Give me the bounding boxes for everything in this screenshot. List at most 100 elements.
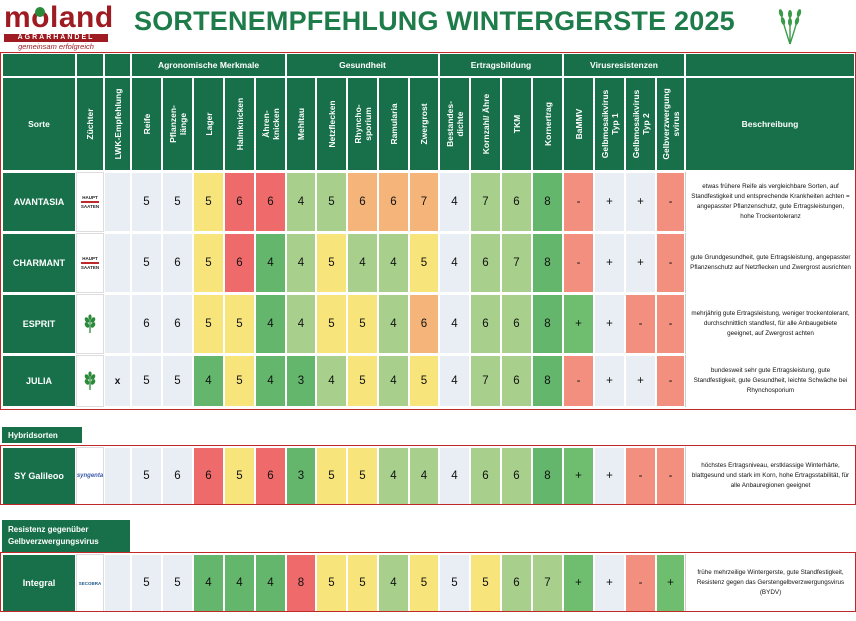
rating-reife: 5 xyxy=(131,554,162,612)
column-header-ramularia: Ramularia xyxy=(378,77,409,171)
rating-halmknicken: 6 xyxy=(224,233,255,293)
rating-gmv1: + xyxy=(594,447,625,505)
variety-description: höchstes Ertragsniveau, erstklassige Win… xyxy=(685,447,855,505)
rating-pflanzenlaenge: 6 xyxy=(162,294,193,354)
column-header-gvv: Gelbverzwergung svirus xyxy=(656,77,685,171)
column-header-label: Gelbmosaikvirus Typ 2 xyxy=(630,89,651,159)
rating-reife: 5 xyxy=(131,233,162,293)
logo-bar: AGRARHANDEL xyxy=(4,34,108,42)
rating-kornertrag: 8 xyxy=(532,447,563,505)
rating-gvv: - xyxy=(656,233,685,293)
rating-reife: 5 xyxy=(131,447,162,505)
rating-netzflecken: 5 xyxy=(316,172,347,232)
rating-gmv2: - xyxy=(625,447,656,505)
rating-gvv: - xyxy=(656,447,685,505)
breeder-logo: SECOBRA xyxy=(76,554,104,612)
rating-mehltau: 8 xyxy=(286,554,316,612)
rating-mehltau: 3 xyxy=(286,355,316,407)
variety-name: AVANTASIA xyxy=(2,172,76,232)
rating-lager: 5 xyxy=(193,294,224,354)
rating-rhynchosporium: 5 xyxy=(347,447,378,505)
breeder-logo: HAUPT SAATEN xyxy=(76,172,104,232)
rating-gmv1: + xyxy=(594,233,625,293)
rating-tkm: 6 xyxy=(501,172,532,232)
rating-tkm: 6 xyxy=(501,447,532,505)
rating-kornzahl: 6 xyxy=(470,233,501,293)
column-header-bammv: BaMMV xyxy=(563,77,594,171)
rating-halmknicken: 5 xyxy=(224,447,255,505)
rating-zwergrost: 5 xyxy=(409,355,439,407)
column-header-label: Züchter xyxy=(85,108,95,140)
group-header-empty xyxy=(104,53,131,77)
secobra-logo: SECOBRA xyxy=(78,580,102,586)
group-header-empty xyxy=(685,53,855,77)
moland-logo: moland AGRARHANDEL gemeinsam erfolgreich xyxy=(4,1,113,51)
column-header-label: Halmknicken xyxy=(234,97,245,151)
lwk-recommendation xyxy=(104,447,131,505)
rating-mehltau: 4 xyxy=(286,233,316,293)
rating-mehltau: 4 xyxy=(286,172,316,232)
rating-tkm: 6 xyxy=(501,554,532,612)
rating-gmv1: + xyxy=(594,554,625,612)
group-header-gesundheit: Gesundheit xyxy=(286,53,439,77)
column-header-label: Gelbverzwergung svirus xyxy=(660,88,681,160)
column-header-label: Ramularia xyxy=(388,103,399,145)
logo-dot xyxy=(35,7,45,17)
rating-bammv: - xyxy=(563,233,594,293)
rating-kornzahl: 7 xyxy=(470,172,501,232)
rating-netzflecken: 5 xyxy=(316,554,347,612)
group-header-virus: Virusresistenzen xyxy=(563,53,685,77)
variety-name: SY Galileoo xyxy=(2,447,76,505)
wheat-icon xyxy=(768,2,812,46)
hauptsaaten-logo: HAUPT SAATEN xyxy=(80,195,100,209)
column-header-label: Gelbmosaikvirus Typ 1 xyxy=(599,89,620,159)
group-header-empty xyxy=(2,53,76,77)
syngenta-logo: syngenta xyxy=(76,473,104,479)
variety-description: etwas frühere Reife als vergleichbare So… xyxy=(685,172,855,232)
section-resistance-label: Resistenz gegenüber Gelbverzwergungsviru… xyxy=(2,520,130,552)
rating-kornertrag: 7 xyxy=(532,554,563,612)
rating-halmknicken: 4 xyxy=(224,554,255,612)
variety-description: frühe mehrzeilige Wintergerste, gute Sta… xyxy=(685,554,855,612)
rating-lager: 4 xyxy=(193,554,224,612)
breeder-logo: syngenta xyxy=(76,447,104,505)
logo-wordmark: moland xyxy=(4,1,114,34)
column-header-zwergrost: Zwergrost xyxy=(409,77,439,171)
column-header-label: Bestandes- dichte xyxy=(444,101,465,147)
rating-kornzahl: 5 xyxy=(470,554,501,612)
rating-halmknicken: 5 xyxy=(224,294,255,354)
column-header-kornertrag: Kornertrag xyxy=(532,77,563,171)
column-header-label: Kornertrag xyxy=(542,102,553,146)
hauptsaaten-text-2: SAATEN xyxy=(80,204,100,209)
rating-kornzahl: 6 xyxy=(470,447,501,505)
column-header-label: Zwergrost xyxy=(419,103,429,145)
rating-gvv: - xyxy=(656,294,685,354)
lwk-recommendation: x xyxy=(104,355,131,407)
hauptsaaten-text-1: HAUPT xyxy=(82,256,98,261)
variety-name: JULIA xyxy=(2,355,76,407)
column-header-gmv2: Gelbmosaikvirus Typ 2 xyxy=(625,77,656,171)
rating-zwergrost: 5 xyxy=(409,233,439,293)
logo-tagline: gemeinsam erfolgreich xyxy=(18,42,94,51)
column-header-label: Mehltau xyxy=(296,107,306,141)
rating-ramularia: 4 xyxy=(378,294,409,354)
page-title: SORTENEMPFEHLUNG WINTERGERSTE 2025 xyxy=(134,6,735,36)
rating-bestandesdichte: 4 xyxy=(439,447,470,505)
rating-pflanzenlaenge: 5 xyxy=(162,355,193,407)
variety-description: gute Grundgesundheit, gute Ertragsleistu… xyxy=(685,233,855,293)
rating-zwergrost: 5 xyxy=(409,554,439,612)
column-header-aehrenknicken: Ähren- knicken xyxy=(255,77,286,171)
rating-netzflecken: 4 xyxy=(316,355,347,407)
group-header-ertrag: Ertragsbildung xyxy=(439,53,563,77)
column-header-label: Pflanzen- länge xyxy=(167,105,188,143)
breeder-wheat-icon xyxy=(84,371,96,390)
rating-lager: 5 xyxy=(193,172,224,232)
rating-ramularia: 4 xyxy=(378,355,409,407)
column-header-tkm: TKM xyxy=(501,77,532,171)
rating-bestandesdichte: 4 xyxy=(439,355,470,407)
rating-zwergrost: 6 xyxy=(409,294,439,354)
hauptsaaten-text-2: SAATEN xyxy=(80,265,100,270)
column-header-label: Rhyncho- sporium xyxy=(352,104,373,144)
rating-tkm: 6 xyxy=(501,355,532,407)
rating-halmknicken: 6 xyxy=(224,172,255,232)
